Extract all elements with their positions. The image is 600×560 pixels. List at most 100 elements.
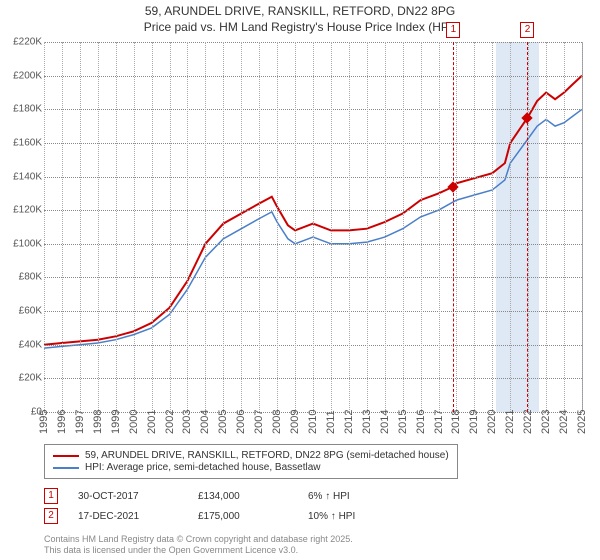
gridline-v	[134, 42, 135, 412]
y-axis-label: £160K	[2, 137, 42, 148]
transaction-date: 30-OCT-2017	[78, 491, 178, 502]
legend-item: HPI: Average price, semi-detached house,…	[53, 462, 449, 473]
chart-container: 59, ARUNDEL DRIVE, RANSKILL, RETFORD, DN…	[0, 0, 600, 560]
gridline-v	[474, 42, 475, 412]
gridline-v	[456, 42, 457, 412]
legend-box: 59, ARUNDEL DRIVE, RANSKILL, RETFORD, DN…	[44, 444, 458, 479]
x-axis-label: 1996	[56, 410, 68, 434]
gridline-v	[277, 42, 278, 412]
transaction-row-marker: 2	[44, 508, 58, 524]
x-axis-label: 2012	[343, 410, 355, 434]
x-axis-label: 2008	[271, 410, 283, 434]
title-line-1: 59, ARUNDEL DRIVE, RANSKILL, RETFORD, DN…	[145, 4, 455, 18]
x-axis-label: 2018	[450, 410, 462, 434]
x-axis-label: 2009	[289, 410, 301, 434]
gridline-v	[170, 42, 171, 412]
gridline-v	[80, 42, 81, 412]
x-axis-label: 2023	[540, 410, 552, 434]
gridline-v	[492, 42, 493, 412]
attribution-footer: Contains HM Land Registry data © Crown c…	[44, 534, 353, 556]
gridline-v	[62, 42, 63, 412]
gridline-v	[223, 42, 224, 412]
y-axis-label: £60K	[2, 306, 42, 317]
gridline-v	[439, 42, 440, 412]
x-axis-label: 2017	[433, 410, 445, 434]
x-axis-label: 1998	[92, 410, 104, 434]
y-axis-label: £140K	[2, 171, 42, 182]
x-axis-label: 2020	[486, 410, 498, 434]
x-axis-label: 2003	[181, 410, 193, 434]
x-axis-label: 2015	[397, 410, 409, 434]
gridline-v	[564, 42, 565, 412]
transaction-date: 17-DEC-2021	[78, 511, 178, 522]
x-axis-label: 2025	[576, 410, 588, 434]
y-axis-label: £80K	[2, 272, 42, 283]
y-axis-label: £0	[2, 407, 42, 418]
x-axis-label: 2010	[307, 410, 319, 434]
y-axis-label: £100K	[2, 238, 42, 249]
x-axis-label: 2014	[379, 410, 391, 434]
transaction-marker-line	[453, 42, 454, 412]
x-axis-label: 2019	[468, 410, 480, 434]
gridline-v	[421, 42, 422, 412]
x-axis-label: 2006	[235, 410, 247, 434]
x-axis-label: 2024	[558, 410, 570, 434]
x-axis-label: 2000	[128, 410, 140, 434]
gridline-v	[241, 42, 242, 412]
gridline-v	[385, 42, 386, 412]
transaction-row: 2 17-DEC-2021 £175,000 10% ↑ HPI	[44, 506, 408, 526]
x-axis-label: 2002	[164, 410, 176, 434]
gridline-v	[582, 42, 583, 412]
legend-label: HPI: Average price, semi-detached house,…	[85, 462, 321, 473]
legend-swatch	[53, 455, 79, 457]
x-axis-label: 2001	[146, 410, 158, 434]
gridline-v	[259, 42, 260, 412]
transaction-table: 130-OCT-2017£134,0006% ↑ HPI217-DEC-2021…	[44, 486, 408, 526]
transaction-marker-number: 2	[520, 22, 534, 38]
x-axis-label: 1997	[74, 410, 86, 434]
x-axis-label: 2011	[325, 410, 337, 434]
transaction-price: £175,000	[198, 511, 288, 522]
legend-label: 59, ARUNDEL DRIVE, RANSKILL, RETFORD, DN…	[85, 450, 449, 461]
title-line-2: Price paid vs. HM Land Registry's House …	[144, 20, 456, 34]
x-axis-label: 2013	[361, 410, 373, 434]
y-axis-label: £200K	[2, 70, 42, 81]
footer-line-2: This data is licensed under the Open Gov…	[44, 545, 298, 555]
transaction-marker-line	[527, 42, 528, 412]
y-axis-label: £220K	[2, 37, 42, 48]
chart-title: 59, ARUNDEL DRIVE, RANSKILL, RETFORD, DN…	[0, 0, 600, 35]
gridline-v	[152, 42, 153, 412]
y-axis-label: £120K	[2, 205, 42, 216]
x-axis-label: 1999	[110, 410, 122, 434]
legend-swatch	[53, 467, 79, 469]
gridline-v	[205, 42, 206, 412]
transaction-price: £134,000	[198, 491, 288, 502]
transaction-row: 130-OCT-2017£134,0006% ↑ HPI	[44, 486, 408, 506]
gridline-v	[349, 42, 350, 412]
x-axis-label: 2005	[217, 410, 229, 434]
gridline-v	[44, 42, 45, 412]
transaction-delta: 6% ↑ HPI	[308, 491, 408, 502]
legend-item: 59, ARUNDEL DRIVE, RANSKILL, RETFORD, DN…	[53, 450, 449, 461]
transaction-marker-number: 1	[446, 22, 460, 38]
y-axis-label: £180K	[2, 104, 42, 115]
footer-line-1: Contains HM Land Registry data © Crown c…	[44, 534, 353, 544]
gridline-v	[546, 42, 547, 412]
gridline-v	[116, 42, 117, 412]
gridline-v	[98, 42, 99, 412]
y-axis-label: £20K	[2, 373, 42, 384]
gridline-v	[510, 42, 511, 412]
gridline-v	[313, 42, 314, 412]
gridline-v	[331, 42, 332, 412]
x-axis-label: 2016	[415, 410, 427, 434]
plot-area: £0£20K£40K£60K£80K£100K£120K£140K£160K£1…	[44, 42, 583, 412]
gridline-v	[187, 42, 188, 412]
x-axis-label: 2021	[504, 410, 516, 434]
x-axis-label: 2007	[253, 410, 265, 434]
gridline-v	[295, 42, 296, 412]
transaction-delta: 10% ↑ HPI	[308, 511, 408, 522]
x-axis-label: 1995	[38, 410, 50, 434]
gridline-v	[403, 42, 404, 412]
x-axis-label: 2022	[522, 410, 534, 434]
x-axis-label: 2004	[199, 410, 211, 434]
